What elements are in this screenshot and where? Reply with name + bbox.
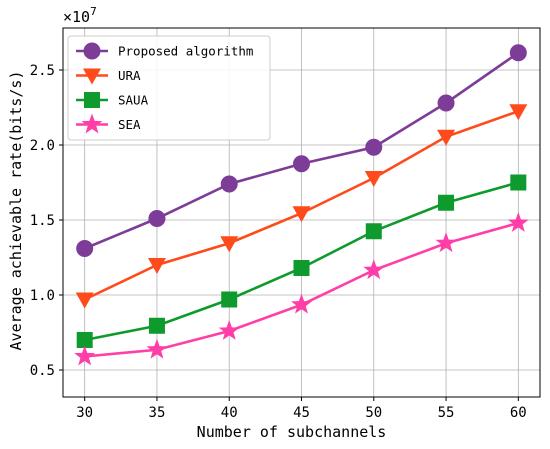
- y-tick-label: 1.0: [30, 288, 55, 304]
- x-tick-label: 30: [76, 405, 93, 421]
- data-point-proposed-algorithm: [293, 155, 310, 173]
- series-proposed-algorithm: [76, 44, 527, 257]
- y-tick-label: 1.5: [30, 213, 55, 229]
- data-point-proposed-algorithm: [76, 240, 94, 257]
- y-multiplier-label: ×107: [63, 5, 97, 26]
- data-point-ura: [220, 236, 239, 253]
- data-point-proposed-algorithm: [437, 94, 455, 112]
- y-tick-label: 2.5: [30, 63, 55, 79]
- legend-label-proposed: Proposed algorithm: [118, 44, 253, 59]
- series-sea: [74, 212, 529, 366]
- data-point-proposed-algorithm: [148, 210, 166, 227]
- legend-marker-sea: [81, 113, 103, 134]
- legend-marker-shape: [83, 68, 101, 85]
- data-point-ura: [509, 104, 528, 121]
- data-point-sea: [291, 293, 312, 314]
- x-tick-label: 60: [510, 405, 527, 421]
- x-axis-label: Number of subchannels: [197, 423, 387, 441]
- series-saua: [76, 174, 527, 348]
- legend-item-sea: SEA: [76, 113, 141, 134]
- legend-marker-saua: [84, 92, 100, 108]
- legend-box: [67, 35, 271, 141]
- legend: Proposed algorithm URA SAUA SEA: [67, 35, 271, 141]
- x-tick-label: 40: [221, 405, 238, 421]
- y-multiplier-base: ×10: [63, 8, 90, 26]
- data-point-saua: [510, 174, 527, 191]
- legend-item-ura: URA: [76, 68, 141, 85]
- legend-marker-ura: [83, 68, 101, 85]
- legend-marker-proposed: [83, 42, 101, 60]
- x-tick-label: 45: [293, 405, 310, 421]
- legend-label-saua: SAUA: [118, 93, 149, 108]
- legend-marker-shape: [83, 42, 101, 60]
- legend-label-sea: SEA: [118, 117, 141, 132]
- data-point-saua: [76, 332, 93, 348]
- y-axis-label: Average achievable rate(bits/s): [7, 71, 25, 351]
- y-tick-label: 2.0: [30, 138, 55, 154]
- data-point-ura: [437, 129, 456, 146]
- data-point-sea: [74, 345, 96, 366]
- data-point-saua: [365, 223, 382, 240]
- ticks: 30 35 40 45 50 55 60 0.5 1.0 1.5 2.0 2.5: [30, 63, 527, 421]
- legend-item-saua: SAUA: [76, 92, 149, 108]
- data-point-sea: [435, 232, 457, 253]
- data-point-sea: [507, 212, 529, 232]
- y-tick-label: 0.5: [30, 363, 55, 379]
- data-point-saua: [221, 291, 238, 308]
- data-point-proposed-algorithm: [509, 44, 527, 62]
- data-point-sea: [363, 259, 385, 280]
- data-point-sea: [218, 320, 240, 340]
- data-point-proposed-algorithm: [365, 138, 383, 156]
- legend-item-proposed: Proposed algorithm: [76, 42, 253, 60]
- legend-marker-shape: [81, 113, 103, 134]
- x-tick-label: 55: [438, 405, 455, 421]
- y-multiplier-exponent: 7: [90, 5, 97, 18]
- data-point-proposed-algorithm: [220, 175, 238, 193]
- data-point-saua: [148, 317, 165, 334]
- data-point-ura: [147, 258, 166, 274]
- data-point-ura: [364, 171, 383, 187]
- data-point-ura: [75, 292, 94, 309]
- legend-label-ura: URA: [118, 68, 141, 83]
- x-tick-label: 35: [149, 405, 166, 421]
- data-point-saua: [293, 260, 310, 276]
- series-layer: [74, 44, 529, 366]
- legend-marker-shape: [84, 92, 100, 108]
- x-tick-label: 50: [365, 405, 382, 421]
- data-point-saua: [438, 194, 455, 211]
- data-point-sea: [146, 338, 168, 359]
- series-ura: [75, 104, 528, 309]
- data-point-ura: [292, 206, 311, 223]
